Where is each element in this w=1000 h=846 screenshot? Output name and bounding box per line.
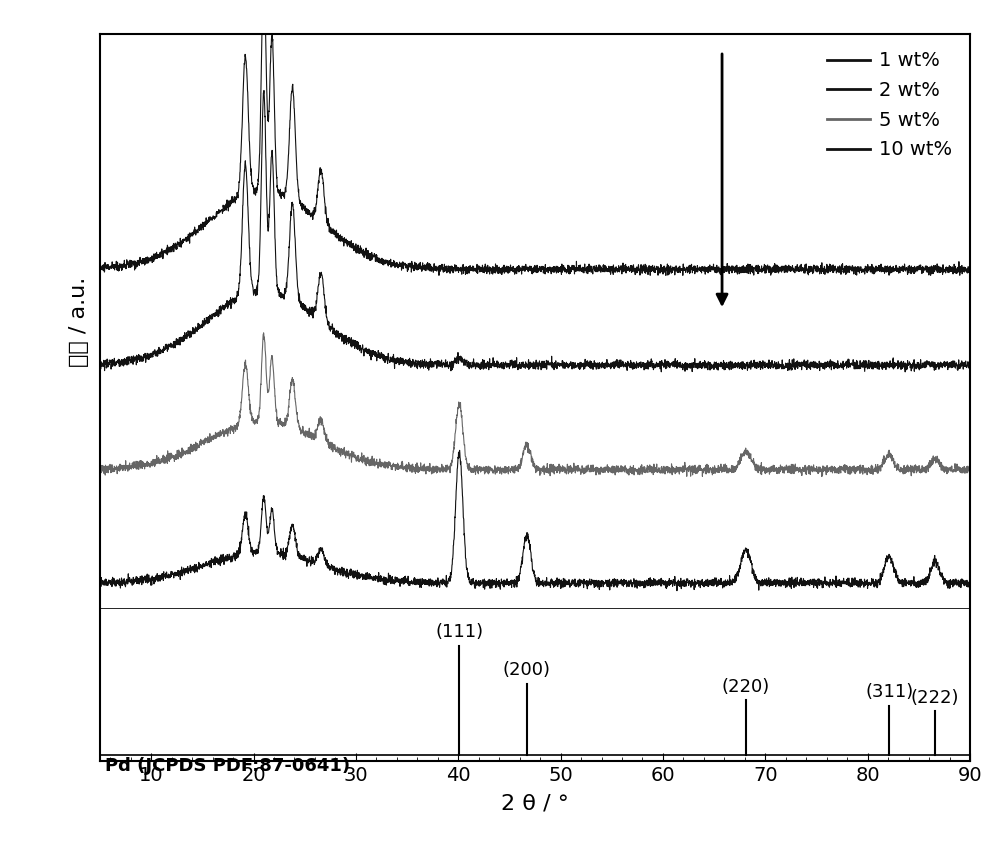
Text: (111): (111) [435,623,483,640]
Text: Pd (JCPDS PDF:87-0641): Pd (JCPDS PDF:87-0641) [105,756,350,775]
Legend: 1 wt%, 2 wt%, 5 wt%, 10 wt%: 1 wt%, 2 wt%, 5 wt%, 10 wt% [819,43,960,168]
Text: (200): (200) [503,662,551,679]
X-axis label: 2 θ / °: 2 θ / ° [501,794,569,814]
Text: (311): (311) [865,683,913,701]
Y-axis label: 强度 / a.u.: 强度 / a.u. [69,277,89,366]
Text: (222): (222) [911,689,959,706]
Text: (220): (220) [722,678,770,695]
